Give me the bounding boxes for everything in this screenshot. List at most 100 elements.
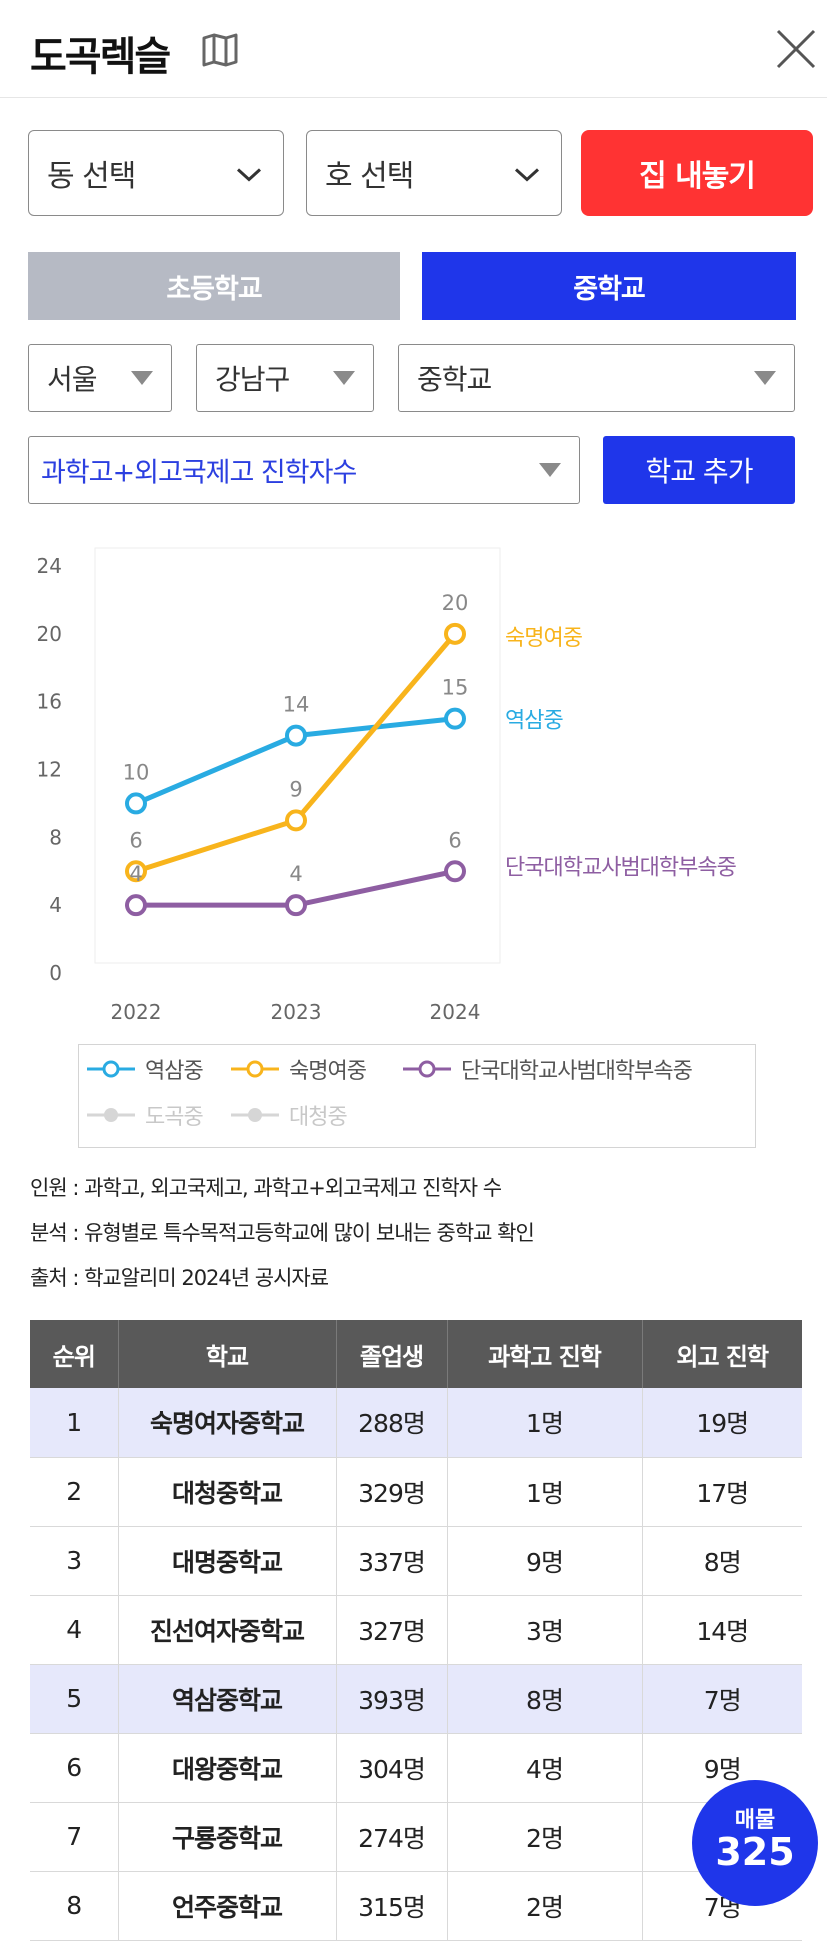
district-select[interactable]: 강남구 [196,344,374,412]
table-row[interactable]: 4 진선여자중학교 327명 3명 14명 [30,1595,802,1665]
cell-science: 8명 [447,1664,643,1734]
cell-rank: 1 [30,1388,119,1458]
data-point [444,707,466,730]
cell-science: 2명 [447,1871,643,1941]
dropdown-arrow-icon [131,371,153,385]
listings-button[interactable]: 매물 325 [692,1780,818,1906]
cell-graduates: 315명 [336,1871,448,1941]
data-point [285,724,307,747]
page-title: 도곡렉슬 [30,34,171,80]
legend-label: 숙명여중 [289,1059,367,1084]
add-school-button[interactable]: 학교 추가 [603,436,795,504]
y-tick-label: 20 [37,622,62,646]
cell-school: 대청중학교 [118,1457,337,1527]
level-select-label: 중학교 [417,363,492,396]
cell-rank: 7 [30,1802,119,1872]
cell-school: 숙명여자중학교 [118,1388,337,1458]
dong-select[interactable]: 동 선택 [28,130,284,216]
series-layer: 10 14 15 역삼중 6 9 20 숙명여중 4 4 6 단국대학교사범대학부속중 [123,591,738,917]
close-icon[interactable] [775,28,817,74]
tab-middle[interactable]: 중학교 [422,252,796,320]
table-row[interactable]: 3 대명중학교 337명 9명 8명 [30,1526,802,1596]
data-point [444,860,466,883]
cell-rank: 5 [30,1664,119,1734]
table-row[interactable]: 5 역삼중학교 393명 8명 7명 [30,1664,802,1734]
panel-header: 도곡렉슬 [0,0,827,98]
cell-graduates: 329명 [336,1457,448,1527]
tab-elementary[interactable]: 초등학교 [28,252,400,320]
chart-legend: 역삼중 숙명여중 단국대학교사범대학부속중 도곡중 대청중 [78,1044,756,1148]
column-header-foreign: 외고 진학 [642,1320,802,1388]
legend-item-dankook[interactable]: 단국대학교사범대학부속중 [403,1053,693,1085]
data-label: 6 [448,828,461,852]
table-row[interactable]: 7 구룡중학교 274명 2명 [30,1802,802,1872]
cell-foreign: 8명 [642,1526,802,1596]
ho-select[interactable]: 호 선택 [306,130,562,216]
legend-item-daecheong[interactable]: 대청중 [231,1099,348,1131]
y-tick-label: 4 [49,893,62,917]
table-row[interactable]: 8 언주중학교 315명 2명 7명 [30,1871,802,1941]
series-name-label: 역삼중 [505,709,563,734]
map-icon[interactable] [202,33,238,71]
x-tick-label: 2023 [271,1000,322,1024]
data-label: 14 [283,693,310,717]
cell-rank: 8 [30,1871,119,1941]
legend-label: 역삼중 [145,1059,204,1084]
y-tick-label: 16 [37,690,62,714]
x-axis: 2022 2023 2024 [111,1000,481,1024]
cell-graduates: 274명 [336,1802,448,1872]
cell-foreign: 19명 [642,1388,802,1458]
data-point [285,894,307,917]
listings-label: 매물 [734,1808,776,1833]
column-header-school: 학교 [118,1320,337,1388]
note-headcount: 인원 : 과학고, 외고국제고, 과학고+외고국제고 진학자 수 [30,1176,502,1200]
column-header-science: 과학고 진학 [447,1320,643,1388]
table-row[interactable]: 1 숙명여자중학교 288명 1명 19명 [30,1388,802,1458]
legend-label: 대청중 [289,1105,348,1130]
cell-foreign: 7명 [642,1664,802,1734]
metric-select[interactable]: 과학고+외고국제고 진학자수 [28,436,580,504]
table-row[interactable]: 2 대청중학교 329명 1명 17명 [30,1457,802,1527]
cell-school: 대왕중학교 [118,1733,337,1803]
table-row[interactable]: 6 대왕중학교 304명 4명 9명 [30,1733,802,1803]
legend-item-dogok[interactable]: 도곡중 [87,1099,204,1131]
data-point [125,894,147,917]
chevron-down-icon [235,156,263,191]
data-label: 4 [289,862,302,886]
cell-rank: 2 [30,1457,119,1527]
chevron-down-icon [513,156,541,191]
y-tick-label: 0 [49,961,62,985]
ranking-table: 순위 학교 졸업생 과학고 진학 외고 진학 1 숙명여자중학교 288명 1명 19명… [30,1320,802,1941]
ho-select-label: 호 선택 [325,159,414,194]
data-point [125,860,147,883]
cell-science: 3명 [447,1595,643,1665]
data-label: 20 [442,591,469,615]
cell-graduates: 304명 [336,1733,448,1803]
level-select[interactable]: 중학교 [398,344,795,412]
cell-school: 진선여자중학교 [118,1595,337,1665]
y-axis: 0 4 8 12 16 20 24 [37,554,62,985]
data-label: 6 [129,828,142,852]
cell-graduates: 288명 [336,1388,448,1458]
cell-science: 4명 [447,1733,643,1803]
cell-foreign: 14명 [642,1595,802,1665]
region-select-label: 서울 [47,363,98,396]
y-tick-label: 12 [37,758,62,782]
cell-rank: 4 [30,1595,119,1665]
cell-graduates: 337명 [336,1526,448,1596]
legend-item-yeoksam[interactable]: 역삼중 [87,1053,204,1085]
region-select[interactable]: 서울 [28,344,172,412]
legend-label: 도곡중 [145,1105,204,1130]
sell-home-button[interactable]: 집 내놓기 [581,130,813,216]
legend-item-sookmyung[interactable]: 숙명여중 [231,1053,367,1085]
cell-graduates: 327명 [336,1595,448,1665]
series-name-label: 단국대학교사범대학부속중 [505,855,737,880]
cell-foreign: 17명 [642,1457,802,1527]
data-label: 10 [123,760,150,784]
note-analysis: 분석 : 유형별로 특수목적고등학교에 많이 보내는 중학교 확인 [30,1221,535,1245]
listings-count: 325 [715,1830,795,1874]
chart-notes: 인원 : 과학고, 외고국제고, 과학고+외고국제고 진학자 수 분석 : 유형… [30,1166,535,1301]
cell-science: 9명 [447,1526,643,1596]
